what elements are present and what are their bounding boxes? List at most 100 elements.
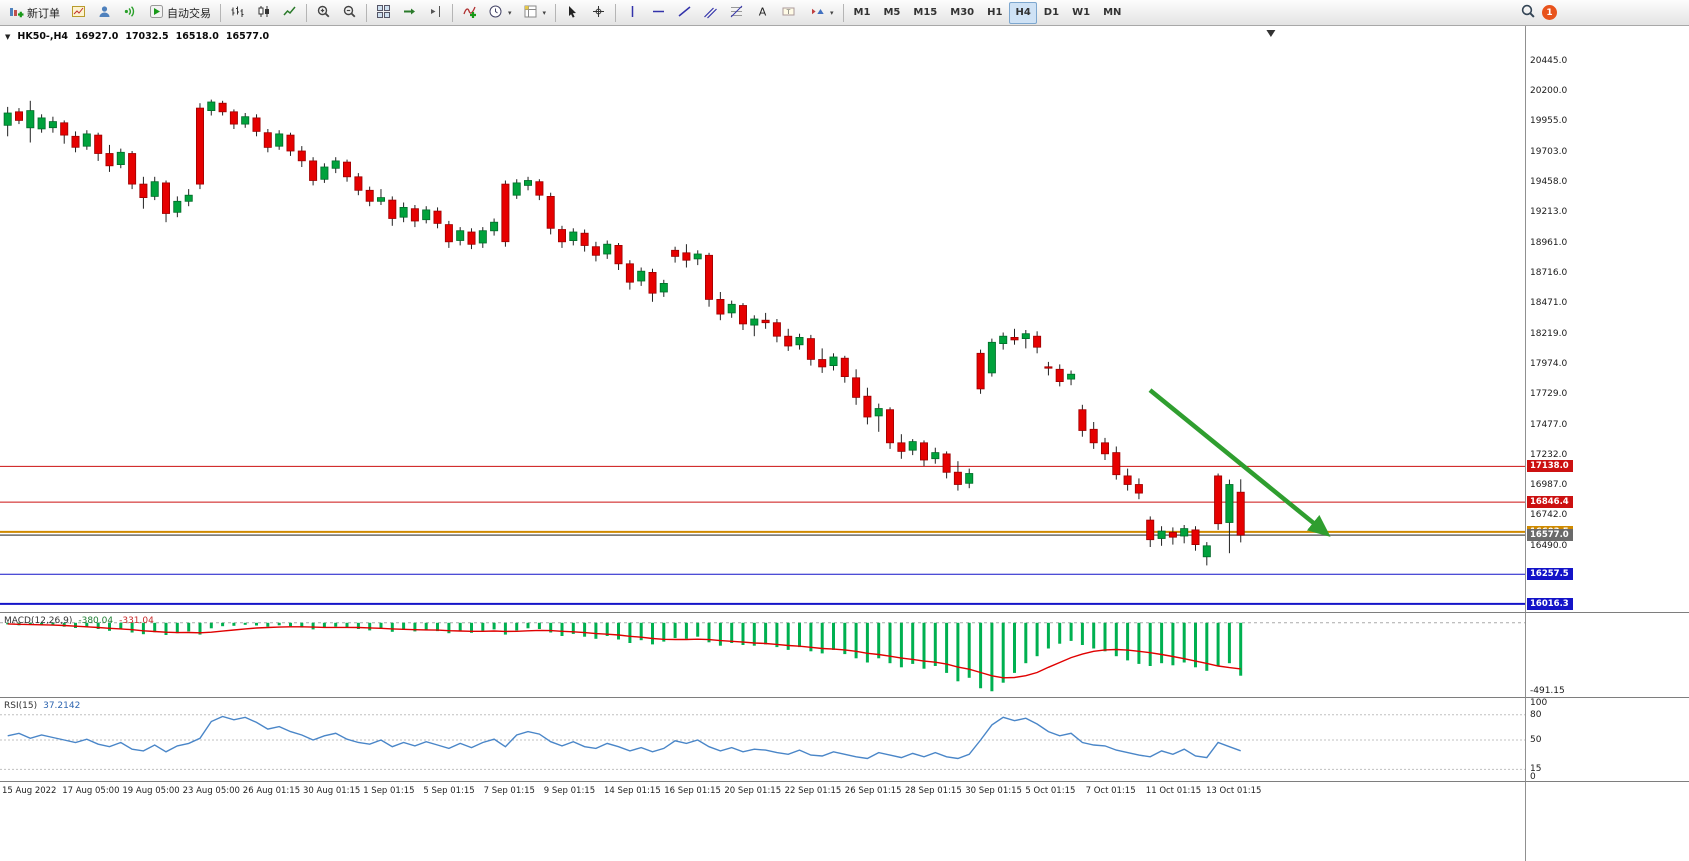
price-axis-label: 19955.0 [1530,116,1568,126]
price-axis-label: 17477.0 [1530,419,1568,430]
time-axis-label: 5 Oct 01:15 [1025,786,1076,796]
time-axis-label: 9 Sep 01:15 [543,786,596,796]
profile-button[interactable] [92,2,117,24]
macd-panel[interactable]: MACD(12,26,9) -380.04 -331.04 [0,612,1525,697]
macd-axis-label: -491.15 [1530,686,1565,697]
timeframe-w1[interactable]: W1 [1072,7,1091,18]
indicators-icon [462,4,477,22]
time-axis-label: 7 Oct 01:15 [1085,786,1136,796]
chart-symbol: HK50-,H4 [17,31,69,42]
timeframe-d1[interactable]: D1 [1043,7,1060,18]
time-axis-label: 13 Oct 01:15 [1206,786,1262,796]
price-axis[interactable]: 20445.0 20200.0 19955.0 19703.0 19458.0 19213… [1525,26,1577,612]
timeframe-m1[interactable]: M1 [853,7,871,18]
candles-layer [0,30,1525,605]
rsi-axis: 100 80 50 15 0 [1525,697,1577,781]
rsi-layer [0,714,1525,770]
timeframe-bar: M1 M5 M15 M30 H1 H4 D1 W1 MN [848,1,1128,24]
macd-layer [0,622,1525,692]
indicators-button[interactable] [457,2,482,24]
time-axis-label: 30 Sep 01:15 [965,786,1022,796]
chart-shift-button[interactable] [423,2,448,24]
channel-button[interactable] [698,2,723,24]
time-axis-label: 16 Sep 01:15 [664,786,721,796]
chart-high: 17032.5 [125,31,169,42]
line-chart-button[interactable] [277,2,302,24]
autotrading-icon [149,4,164,22]
timeframe-mn[interactable]: MN [1103,7,1122,18]
cursor-button[interactable] [560,2,585,24]
notification-count: 1 [1546,7,1553,18]
price-axis-label: 16490.0 [1530,540,1568,551]
toolbar-separator [842,3,844,22]
rsi-axis-label: 50 [1530,735,1542,745]
chevron-down-icon: ▾ [508,8,512,17]
autotrading-button[interactable]: 自动交易 [144,2,216,24]
trendline-button[interactable] [672,2,697,24]
price-axis-label: 16742.0 [1530,509,1568,520]
timeframe-m15[interactable]: M15 [913,7,938,18]
right-gutter [1577,612,1689,697]
horizontal-line-button[interactable] [646,2,671,24]
price-axis-label: 18219.0 [1530,328,1568,339]
timeframe-h1[interactable]: H1 [987,7,1003,18]
tile-windows-button[interactable] [371,2,396,24]
time-axis-label: 20 Sep 01:15 [724,786,782,796]
timeframe-h4[interactable]: H4 [1009,1,1037,24]
price-level-tag: 16577.0 [1527,529,1573,542]
label-icon: T [781,4,796,22]
time-axis-label: 28 Sep 01:15 [905,786,962,796]
time-axis-label: 11 Oct 01:15 [1145,786,1202,796]
rsi-name: RSI(15) [4,701,38,711]
cursor-icon [565,4,580,22]
toolbar-separator [555,3,557,22]
macd-main-value: -380.04 [78,616,114,626]
svg-text:A: A [759,5,767,18]
right-gutter [1577,26,1689,612]
price-axis-label: 19703.0 [1530,146,1568,157]
zoom-in-icon [316,4,331,22]
bottom-margin [1577,803,1689,861]
fibonacci-button[interactable] [724,2,749,24]
shapes-button[interactable]: ▾ [802,2,839,24]
search-icon[interactable] [1520,3,1536,23]
autotrading-label: 自动交易 [167,6,211,20]
price-axis-label: 16987.0 [1530,479,1568,490]
price-axis-label: 17974.0 [1530,358,1568,369]
price-axis-label: 18471.0 [1530,297,1568,308]
price-level-tag: 17138.0 [1527,460,1573,473]
time-axis-label: 7 Sep 01:15 [483,786,535,796]
zoom-out-button[interactable] [337,2,362,24]
price-axis-label: 19213.0 [1530,206,1568,217]
new-order-label: 新订单 [27,6,60,20]
text-button[interactable]: A [750,2,775,24]
signals-button[interactable] [118,2,143,24]
vertical-line-button[interactable] [620,2,645,24]
templates-button[interactable]: ▾ [518,2,552,24]
timeframe-m30[interactable]: M30 [950,7,975,18]
crosshair-button[interactable] [586,2,611,24]
zoom-in-button[interactable] [311,2,336,24]
bar-chart-button[interactable] [225,2,250,24]
new-order-button[interactable]: 新订单 [4,2,65,24]
chart-plot-area[interactable]: ▼ HK50-,H4 16927.0 17032.5 16518.0 16577… [0,26,1525,612]
rsi-panel[interactable]: RSI(15) 37.2142 [0,697,1525,781]
new-order-icon [9,4,24,22]
candlestick-button[interactable] [251,2,276,24]
price-level-tag: 16846.4 [1527,496,1573,509]
shapes-icon [807,4,825,22]
chart-menu-caret-icon[interactable]: ▼ [5,32,11,41]
timeframe-m5[interactable]: M5 [883,7,901,18]
time-axis[interactable]: 15 Aug 2022 17 Aug 05:00 19 Aug 05:00 23 Au… [0,781,1525,803]
periods-button[interactable]: ▾ [483,2,517,24]
toolbar-separator [452,3,453,22]
price-axis-label: 18716.0 [1530,267,1568,278]
auto-scroll-icon [402,4,417,22]
notification-badge[interactable]: 1 [1542,5,1557,20]
right-gutter [1577,781,1689,803]
chart-window-button[interactable] [66,2,91,24]
chart-open: 16927.0 [75,31,119,42]
bottom-margin [1525,803,1577,861]
auto-scroll-button[interactable] [397,2,422,24]
label-button[interactable]: T [776,2,801,24]
